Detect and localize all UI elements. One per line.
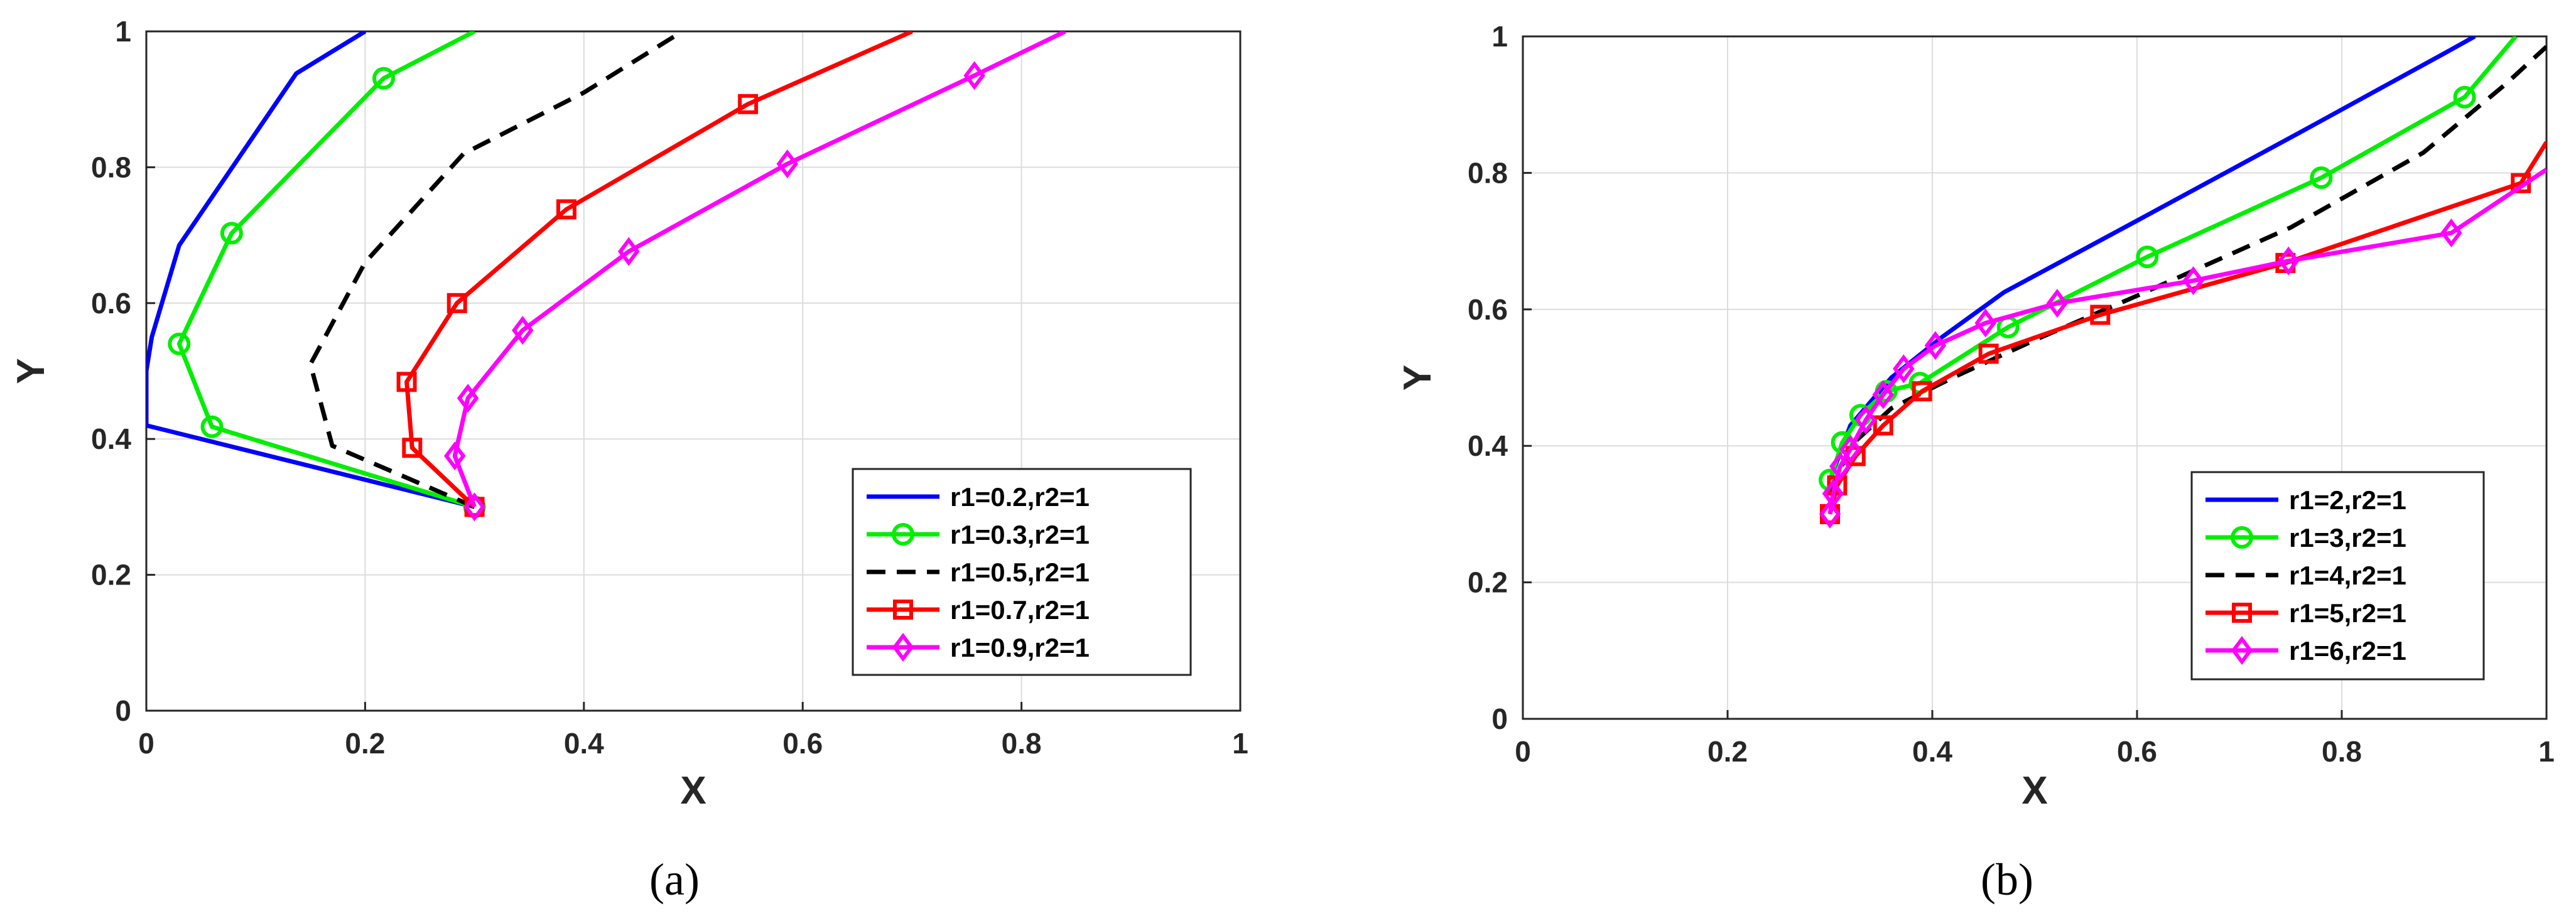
x-tick-label: 0.8 xyxy=(2322,735,2362,768)
y-tick-label: 0.6 xyxy=(91,287,131,320)
legend-marker-r1-5-r2-1 xyxy=(2232,603,2252,623)
series-line-r1-3-r2-1 xyxy=(1827,36,2518,481)
y-tick-label: 1 xyxy=(1491,20,1508,53)
y-tick-label: 0.4 xyxy=(1468,429,1508,462)
series-r1-6-r2-1 xyxy=(1819,168,2546,529)
axes-box xyxy=(1522,35,2548,720)
y-tick-label: 0.2 xyxy=(1468,566,1508,599)
y-tick-label: 0.4 xyxy=(91,423,131,455)
data-point-r1-0-7-r2-1 xyxy=(402,438,423,458)
data-point-r1-0-9-r2-1 xyxy=(443,441,466,471)
series-r1-0-2-r2-1 xyxy=(146,31,475,509)
x-tick-label: 0.6 xyxy=(2117,735,2157,768)
data-point-r1-6-r2-1 xyxy=(1822,479,1844,509)
legend-label-r1-5-r2-1: r1=5,r2=1 xyxy=(2289,598,2406,628)
legend-label-r1-0-9-r2-1: r1=0.9,r2=1 xyxy=(950,633,1090,662)
data-point-r1-6-r2-1 xyxy=(1893,354,1915,384)
legend: r1=2,r2=1 r1=3,r2=1 r1=4,r2=1 r1=5,r2=1 r1=6… xyxy=(2190,471,2485,681)
data-point-r1-6-r2-1 xyxy=(1872,380,1895,409)
data-point-r1-0-9-r2-1 xyxy=(963,61,985,90)
y-axis-label: Y xyxy=(9,358,53,384)
panel-caption: (a) xyxy=(649,854,700,905)
panel-caption: (b) xyxy=(1981,854,2033,905)
data-point-r1-6-r2-1 xyxy=(1829,451,1851,481)
data-point-r1-6-r2-1 xyxy=(1839,434,1861,464)
data-point-r1-5-r2-1 xyxy=(1978,343,1999,364)
legend-label-r1-3-r2-1: r1=3,r2=1 xyxy=(2289,523,2406,552)
data-point-r1-0-7-r2-1 xyxy=(396,372,417,392)
data-point-r1-0-7-r2-1 xyxy=(738,94,759,114)
data-point-r1-3-r2-1 xyxy=(2310,166,2333,190)
data-point-r1-0-3-r2-1 xyxy=(200,415,224,438)
y-tick-label: 0.6 xyxy=(1468,293,1508,326)
x-tick-label: 0.4 xyxy=(1912,735,1952,768)
x-tick-label: 0 xyxy=(1515,735,1531,768)
legend-label-r1-0-3-r2-1: r1=0.3,r2=1 xyxy=(950,520,1090,549)
series-r1-0-5-r2-1 xyxy=(308,31,684,509)
data-point-r1-6-r2-1 xyxy=(2277,246,2300,276)
x-tick-label: 1 xyxy=(2538,735,2555,768)
data-point-r1-0-3-r2-1 xyxy=(168,332,191,355)
data-point-r1-5-r2-1 xyxy=(1912,381,1932,402)
legend-marker-r1-0-3-r2-1 xyxy=(892,523,914,546)
y-tick-label: 0 xyxy=(1491,703,1508,735)
panel-b: 0 0.2 0.4 0.6 0.8 100.20.40.60.81XYr1=2,r2=1r… xyxy=(1396,20,2555,905)
data-point-r1-6-r2-1 xyxy=(1819,499,1841,529)
series-line-r1-0-5-r2-1 xyxy=(308,31,684,509)
x-tick-label: 0 xyxy=(138,727,154,760)
series-line-r1-0-3-r2-1 xyxy=(176,31,476,509)
data-point-r1-6-r2-1 xyxy=(2046,289,2069,318)
legend-label-r1-0-2-r2-1: r1=0.2,r2=1 xyxy=(950,482,1090,512)
data-point-r1-5-r2-1 xyxy=(1873,415,1893,436)
y-tick-label: 0.2 xyxy=(91,559,131,591)
data-point-r1-0-9-r2-1 xyxy=(617,237,640,266)
legend-label-r1-0-7-r2-1: r1=0.7,r2=1 xyxy=(950,595,1090,625)
data-point-r1-0-3-r2-1 xyxy=(220,222,243,245)
data-point-r1-0-9-r2-1 xyxy=(457,384,479,413)
data-point-r1-3-r2-1 xyxy=(2453,85,2476,109)
y-tick-label: 0 xyxy=(115,694,131,727)
legend-marker-r1-0-7-r2-1 xyxy=(893,600,913,620)
series-r1-0-9-r2-1 xyxy=(443,31,1066,522)
y-tick-label: 0.8 xyxy=(91,151,131,183)
panel-a: 0 0.2 0.4 0.6 0.8 1 0 0.2 0.4 0.6 0.8 1 X Yr1=0.2,r2=… xyxy=(9,15,1248,905)
y-tick-label: 0.8 xyxy=(1468,156,1508,189)
legend-marker-r1-0-9-r2-1 xyxy=(892,633,914,662)
x-tick-label: 0.8 xyxy=(1002,727,1042,760)
series-line-r1-6-r2-1 xyxy=(1827,168,2546,515)
data-point-r1-0-9-r2-1 xyxy=(511,316,534,345)
x-tick-label: 1 xyxy=(1232,727,1248,760)
y-tick-label: 1 xyxy=(115,15,131,48)
x-tick-label: 0.2 xyxy=(1707,735,1748,768)
x-tick-label: 0.4 xyxy=(564,727,604,760)
series-line-r1-0-7-r2-1 xyxy=(404,31,913,509)
legend: r1=0.2,r2=1 r1=0.3,r2=1 r1=0.5,r2=1 r1=0.7,… xyxy=(852,468,1192,676)
data-point-r1-6-r2-1 xyxy=(1924,331,1947,360)
data-point-r1-0-3-r2-1 xyxy=(372,67,396,90)
x-axis-label: X xyxy=(2021,769,2047,812)
data-point-r1-0-7-r2-1 xyxy=(446,293,467,313)
data-point-r1-6-r2-1 xyxy=(1974,308,1997,338)
data-point-r1-6-r2-1 xyxy=(2182,266,2204,296)
legend-label-r1-0-5-r2-1: r1=0.5,r2=1 xyxy=(950,557,1090,587)
data-point-r1-6-r2-1 xyxy=(2440,218,2462,248)
x-tick-label: 0.2 xyxy=(345,727,385,760)
data-point-r1-5-r2-1 xyxy=(2090,304,2111,325)
data-point-r1-0-9-r2-1 xyxy=(776,149,799,178)
data-point-r1-0-9-r2-1 xyxy=(463,492,485,522)
legend-label-r1-2-r2-1: r1=2,r2=1 xyxy=(2289,485,2406,515)
legend-label-r1-4-r2-1: r1=4,r2=1 xyxy=(2289,561,2406,590)
legend-label-r1-6-r2-1: r1=6,r2=1 xyxy=(2289,636,2406,665)
data-point-r1-0-7-r2-1 xyxy=(556,199,576,220)
series-line-r1-0-2-r2-1 xyxy=(146,31,475,509)
y-axis-label: Y xyxy=(1396,365,1439,390)
data-point-r1-6-r2-1 xyxy=(1854,405,1877,434)
legend-marker-r1-3-r2-1 xyxy=(2231,526,2253,549)
legend-marker-r1-6-r2-1 xyxy=(2231,636,2253,665)
x-tick-label: 0.6 xyxy=(782,727,823,760)
data-point-r1-3-r2-1 xyxy=(2136,245,2159,269)
x-axis-label: X xyxy=(680,769,706,812)
